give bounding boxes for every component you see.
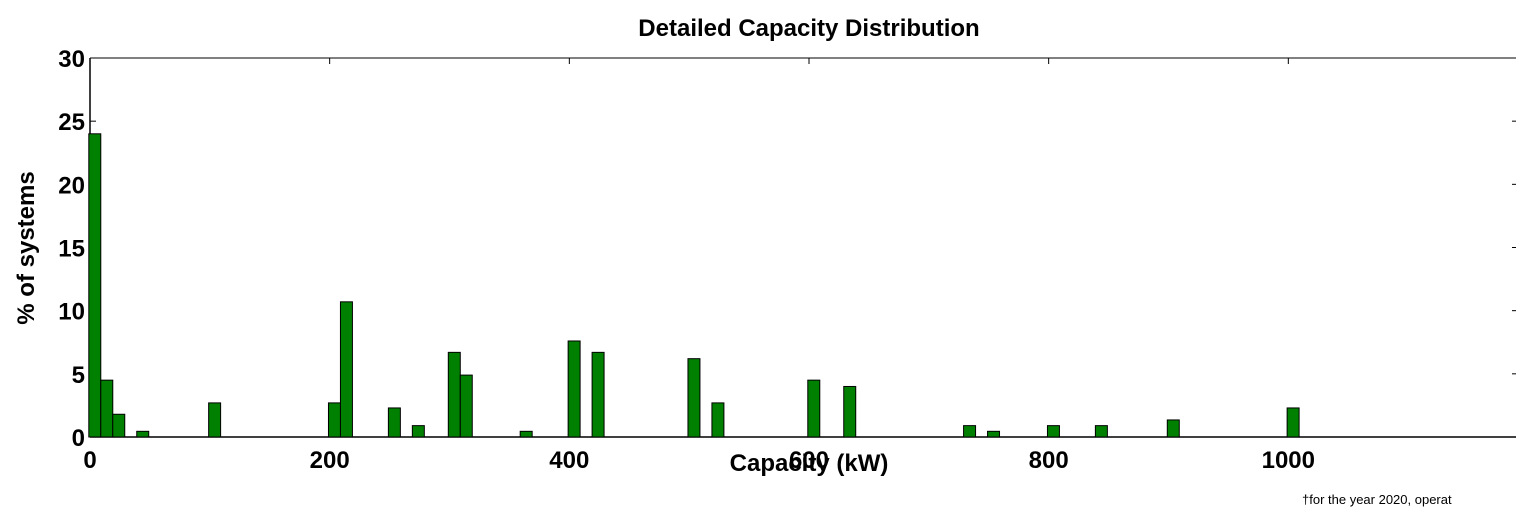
bar-11 xyxy=(519,430,533,438)
bar-7 xyxy=(387,407,401,438)
bar-21 xyxy=(1094,425,1108,438)
bar-13 xyxy=(591,351,605,438)
bar-23 xyxy=(1286,407,1300,438)
y-tick-label-5: 25 xyxy=(58,109,85,136)
axis-ticks xyxy=(89,57,1516,438)
x-tick-label-4: 800 xyxy=(1029,447,1069,474)
bar-series xyxy=(88,133,1300,438)
x-tick-label-5: 1000 xyxy=(1262,447,1315,474)
bar-2 xyxy=(112,413,126,438)
plot-area xyxy=(89,57,1516,438)
bar-9 xyxy=(447,351,461,438)
y-tick-label-2: 10 xyxy=(58,299,85,326)
y-tick-label-0: 0 xyxy=(72,425,85,452)
bar-22 xyxy=(1166,419,1180,438)
x-tick-label-1: 200 xyxy=(310,447,350,474)
bar-4 xyxy=(208,402,222,438)
bar-18 xyxy=(963,425,977,438)
bar-10 xyxy=(459,374,473,438)
bar-0 xyxy=(88,133,102,438)
bar-8 xyxy=(411,425,425,438)
bar-14 xyxy=(687,358,701,438)
bar-1 xyxy=(100,379,114,438)
bar-19 xyxy=(987,430,1001,438)
bar-20 xyxy=(1046,425,1060,438)
bar-3 xyxy=(136,430,150,438)
footnote: †for the year 2020, operat xyxy=(1302,492,1452,507)
tick-labels: 0 200 400 600 800 1000 0 5 10 15 20 25 30 xyxy=(58,46,1315,474)
x-tick-label-2: 400 xyxy=(549,447,589,474)
bar-6 xyxy=(339,301,353,438)
bar-17 xyxy=(843,385,857,438)
chart-title: Detailed Capacity Distribution xyxy=(638,15,979,42)
y-axis-label: % of systems xyxy=(13,171,40,324)
x-tick-label-3: 600 xyxy=(789,447,829,474)
bar-15 xyxy=(711,402,725,438)
y-tick-label-4: 20 xyxy=(58,172,85,199)
y-tick-label-1: 5 xyxy=(72,362,85,389)
y-tick-label-6: 30 xyxy=(58,46,85,73)
x-tick-label-0: 0 xyxy=(83,447,96,474)
bar-12 xyxy=(567,340,581,438)
x-axis-label: Capacity (kW) xyxy=(730,450,889,477)
y-tick-label-3: 15 xyxy=(58,236,85,263)
bar-16 xyxy=(807,379,821,438)
bar-5 xyxy=(327,402,341,438)
